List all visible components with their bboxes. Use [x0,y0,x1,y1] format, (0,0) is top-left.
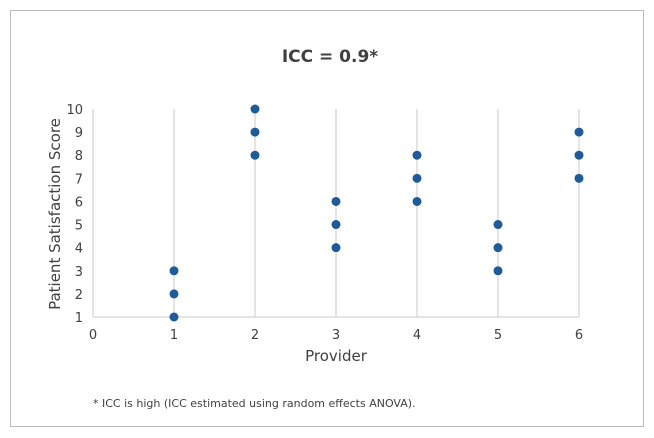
data-point [412,173,422,183]
y-axis-label: Patient Satisfaction Score [46,118,64,310]
data-point [493,220,503,230]
x-tick-label: 6 [575,328,583,343]
y-tick-label: 8 [75,149,83,164]
y-tick-label: 9 [75,126,83,141]
y-tick-label: 1 [75,311,83,326]
data-point [169,289,179,299]
data-point [250,104,260,114]
x-axis-label: Provider [305,347,368,365]
data-point [412,150,422,160]
y-tick-label: 10 [66,103,83,118]
data-point [250,150,260,160]
data-point [574,173,584,183]
data-point [331,220,341,230]
data-point [412,196,422,206]
chart-title: ICC = 0.9* [282,47,378,67]
data-point [574,127,584,137]
data-point [169,266,179,276]
x-tick-label: 0 [89,328,97,343]
footnote: * ICC is high (ICC estimated using rando… [93,397,416,410]
data-point [169,312,179,322]
data-point [331,243,341,253]
chart-frame [10,10,644,427]
y-tick-label: 4 [75,242,83,257]
y-tick-label: 7 [75,172,83,187]
x-tick-label: 5 [494,328,502,343]
data-point [574,150,584,160]
y-tick-label: 3 [75,265,83,280]
data-point [493,266,503,276]
data-point [250,127,260,137]
data-point [331,196,341,206]
x-tick-label: 1 [170,328,178,343]
x-tick-label: 4 [413,328,421,343]
y-tick-label: 5 [75,219,83,234]
x-tick-label: 3 [332,328,340,343]
y-tick-label: 6 [75,195,83,210]
data-point [493,243,503,253]
x-tick-label: 2 [251,328,259,343]
y-tick-label: 2 [75,288,83,303]
